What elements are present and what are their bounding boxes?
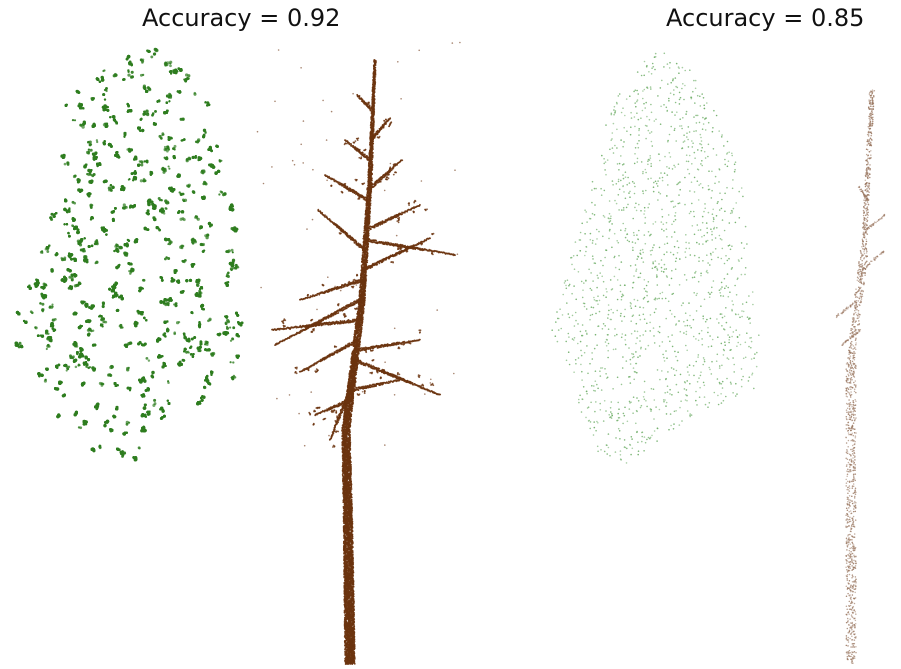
right-wood-point-cloud xyxy=(835,89,886,664)
right-leaf-point-cloud xyxy=(551,52,760,464)
left-wood-point-cloud xyxy=(256,41,461,665)
left-leaf-point-cloud xyxy=(14,47,244,462)
panel-title-right: Accuracy = 0.85 xyxy=(666,4,865,32)
panel-title-left: Accuracy = 0.92 xyxy=(142,4,341,32)
